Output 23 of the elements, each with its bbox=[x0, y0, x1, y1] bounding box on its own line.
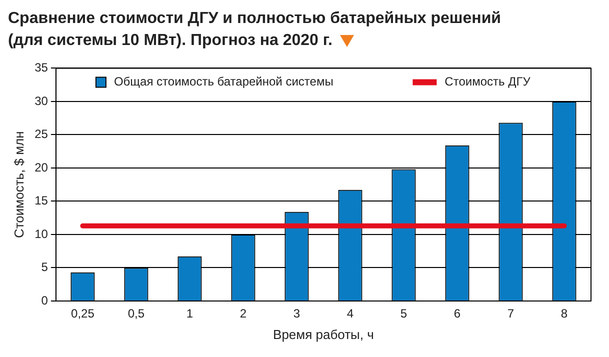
x-tick-label: 5 bbox=[400, 306, 408, 321]
x-tick-label: 2 bbox=[240, 306, 247, 321]
x-tick-label: 4 bbox=[346, 306, 354, 321]
x-tick-label: 0,5 bbox=[128, 306, 145, 321]
x-tick-label: 6 bbox=[454, 306, 461, 321]
x-tick-label: 1 bbox=[186, 306, 194, 321]
x-axis-title: Время работы, ч bbox=[273, 326, 374, 342]
y-tick-label: 25 bbox=[34, 127, 48, 142]
x-tick-label: 0,25 bbox=[71, 306, 95, 321]
y-tick-label: 35 bbox=[34, 60, 48, 75]
y-tick-label: 10 bbox=[34, 226, 48, 241]
x-tick-label: 8 bbox=[560, 306, 568, 321]
y-tick-label: 20 bbox=[34, 160, 48, 174]
legend-label: Общая стоимость батарейной системы bbox=[114, 74, 334, 89]
y-tick-label: 5 bbox=[41, 260, 48, 274]
y-tick-label: 15 bbox=[34, 194, 48, 208]
x-tick-label: 3 bbox=[293, 306, 300, 321]
x-tick-label: 7 bbox=[507, 306, 514, 321]
legend-label: Стоимость ДГУ bbox=[444, 74, 531, 89]
chart-title: Сравнение стоимости ДГУ и полностью батарейных решений (для системы 10 МВт). Прогноз на 2020 г. bbox=[8, 10, 501, 49]
y-tick-label: 0 bbox=[41, 293, 48, 308]
y-tick-label: 30 bbox=[34, 94, 48, 108]
y-axis-title: Стоимость, $ млн bbox=[11, 131, 26, 238]
